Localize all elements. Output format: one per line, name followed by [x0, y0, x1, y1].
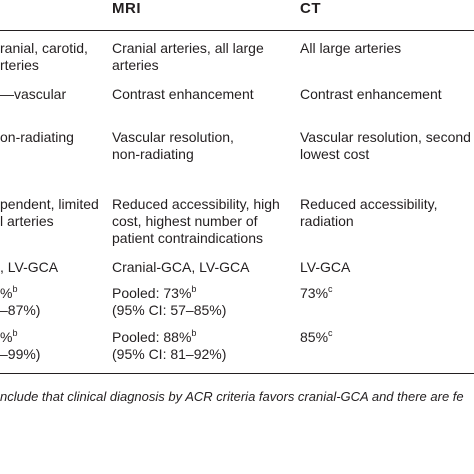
row-3-col-3: Reduced accessibility, radiation	[300, 196, 437, 230]
row-6-col-1: %b –99%)	[0, 329, 40, 363]
row-3-col-3-line-1: Reduced accessibility,	[300, 196, 438, 212]
row-2-col-3-line-2: lowest cost	[300, 146, 370, 162]
table-footnote: nclude that clinical diagnosis by ACR cr…	[0, 389, 464, 404]
row-2-col-1-line-1: on-radiating	[0, 129, 74, 145]
footnote-marker: b	[12, 284, 18, 294]
row-6-col-2-line-1: Pooled: 88%	[112, 329, 192, 345]
row-0-col-3-line-1: All large arteries	[300, 40, 402, 56]
row-2-col-2-line-1: Vascular resolution,	[112, 129, 234, 145]
row-0-col-1-line-2: rteries	[0, 57, 39, 73]
row-5-col-2: Pooled: 73%b (95% CI: 57–85%)	[112, 285, 226, 319]
footnote-marker: b	[12, 328, 18, 338]
row-2-col-3-line-1: Vascular resolution, second	[300, 129, 471, 145]
row-1-col-3-line-1: Contrast enhancement	[300, 86, 442, 102]
row-2-col-2: Vascular resolution, non-radiating	[112, 129, 234, 163]
row-6-col-1-line-1: %	[0, 329, 13, 345]
row-1-col-1-line-1: —vascular	[0, 86, 67, 102]
row-3-col-1-line-2: l arteries	[0, 213, 54, 229]
footnote-marker: c	[328, 284, 333, 294]
row-5-col-3-line-1: 73%	[300, 285, 329, 301]
row-5-col-3: 73%c	[300, 285, 333, 302]
row-6-col-3-line-1: 85%	[300, 329, 329, 345]
header-rule	[0, 30, 474, 31]
row-1-col-2: Contrast enhancement	[112, 86, 254, 103]
row-6-col-3: 85%c	[300, 329, 333, 346]
row-4-col-3: LV-GCA	[300, 259, 350, 276]
row-4-col-3-line-1: LV-GCA	[300, 259, 351, 275]
row-6-col-2-line-2: (95% CI: 81–92%)	[112, 346, 227, 362]
row-0-col-2: Cranial arteries, all large arteries	[112, 40, 264, 74]
row-3-col-2-line-2: cost, highest number of	[112, 213, 258, 229]
row-6-col-1-line-2: –99%)	[0, 346, 41, 362]
row-3-col-3-line-2: radiation	[300, 213, 354, 229]
row-3-col-2-line-3: patient contraindications	[112, 230, 263, 246]
row-0-col-2-line-2: arteries	[112, 57, 159, 73]
row-4-col-1: , LV-GCA	[0, 259, 58, 276]
row-1-col-3: Contrast enhancement	[300, 86, 442, 103]
row-5-col-2-line-2: (95% CI: 57–85%)	[112, 302, 227, 318]
row-1-col-2-line-1: Contrast enhancement	[112, 86, 254, 102]
row-4-col-2: Cranial-GCA, LV-GCA	[112, 259, 249, 276]
row-0-col-3: All large arteries	[300, 40, 401, 57]
footnote-marker: b	[191, 284, 197, 294]
row-2-col-3: Vascular resolution, second lowest cost	[300, 129, 471, 163]
row-1-col-1: —vascular	[0, 86, 66, 103]
row-0-col-2-line-1: Cranial arteries, all large	[112, 40, 264, 56]
footnote-marker: c	[328, 328, 333, 338]
bottom-rule	[0, 373, 474, 374]
row-3-col-1: pendent, limited l arteries	[0, 196, 99, 230]
row-3-col-1-line-1: pendent, limited	[0, 196, 99, 212]
row-5-col-2-line-1: Pooled: 73%	[112, 285, 192, 301]
row-2-col-1: on-radiating	[0, 129, 74, 146]
row-5-col-1: %b –87%)	[0, 285, 40, 319]
row-4-col-1-line-1: , LV-GCA	[0, 259, 59, 275]
row-3-col-2-line-1: Reduced accessibility, high	[112, 196, 280, 212]
header-ct: CT	[300, 0, 321, 17]
footnote-marker: b	[191, 328, 197, 338]
row-6-col-2: Pooled: 88%b (95% CI: 81–92%)	[112, 329, 226, 363]
row-0-col-1-line-1: ranial, carotid,	[0, 40, 88, 56]
row-5-col-1-line-2: –87%)	[0, 302, 41, 318]
header-mri: MRI	[112, 0, 141, 17]
row-5-col-1-line-1: %	[0, 285, 13, 301]
row-2-col-2-line-2: non-radiating	[112, 146, 194, 162]
row-0-col-1: ranial, carotid, rteries	[0, 40, 88, 74]
row-3-col-2: Reduced accessibility, high cost, highest…	[112, 196, 280, 247]
row-4-col-2-line-1: Cranial-GCA, LV-GCA	[112, 259, 250, 275]
